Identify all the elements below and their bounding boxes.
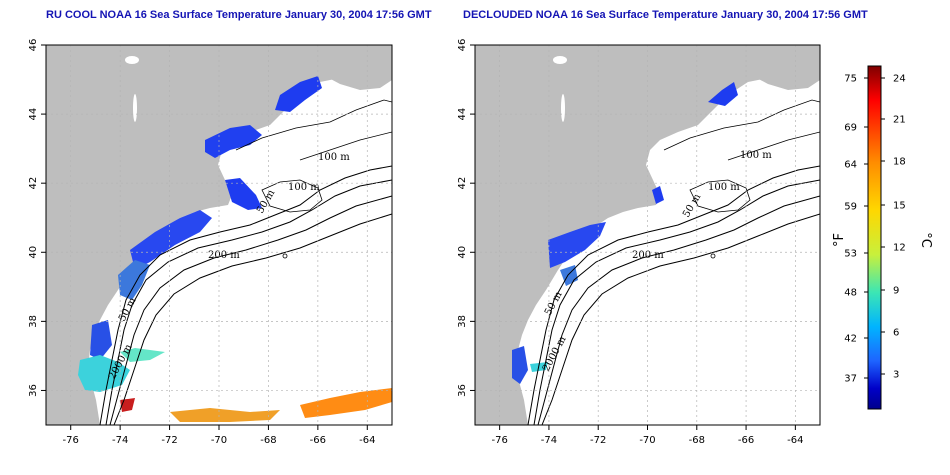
left-contour-50m xyxy=(99,165,392,425)
right-map-ytick-label: 44 xyxy=(457,108,468,121)
right-map-land-nova-scotia xyxy=(753,45,820,90)
left-map-ytick-label: 38 xyxy=(28,315,39,328)
right-contour-label-100m-south: 100 m xyxy=(708,182,740,193)
left-map-xtick-label: -72 xyxy=(161,435,177,446)
colorbar-fahrenheit-tick-label: 53 xyxy=(844,249,857,260)
right-map-ytick-label: 42 xyxy=(457,177,468,190)
right-map-xtick-label: -76 xyxy=(491,435,507,446)
right-contour-label-200m: 200 m xyxy=(632,250,664,261)
right-contour-gulf-maine-basin xyxy=(663,99,820,151)
left-sst-delmarva xyxy=(90,320,112,360)
left-sst-gulf-stream-mid xyxy=(170,408,280,422)
right-contour-100m xyxy=(533,179,820,425)
right-sst-cape-cod xyxy=(652,186,664,204)
left-map-lake xyxy=(125,56,139,64)
right-contour-scotian-shelf xyxy=(727,131,820,161)
colorbar-fahrenheit-tick-label: 75 xyxy=(844,74,857,85)
right-sst-long-island xyxy=(548,222,606,268)
left-map-xtick-label: -70 xyxy=(211,435,227,446)
left-sst-new-jersey xyxy=(118,260,150,300)
colorbar-fahrenheit-tick-label: 42 xyxy=(844,334,857,345)
left-sst-gulf-stream-east xyxy=(300,388,392,418)
right-sst-delmarva xyxy=(512,346,528,384)
right-contour-label-100m-north: 100 m xyxy=(740,150,772,161)
left-map-land xyxy=(46,45,392,425)
right-map-lake xyxy=(561,94,565,122)
colorbar: 75 69 64 59 53 48 42 37 24 21 18 15 12 9 6 3 °F °C xyxy=(832,65,933,410)
left-map-ytick-label: 44 xyxy=(28,108,39,121)
colorbar-celsius-tick-label: 3 xyxy=(893,370,899,381)
left-sst-long-island xyxy=(130,210,212,270)
right-map-panel: 100 m 100 m 50 m 200 m 50 m 2000 m -76 -7… xyxy=(457,39,821,446)
colorbar-celsius-tick-label: 12 xyxy=(893,243,906,254)
left-contour-scotian-shelf xyxy=(299,131,392,161)
right-map-grid xyxy=(475,44,820,425)
left-map-ytick-label: 46 xyxy=(28,39,39,52)
colorbar-ticks: 75 69 64 59 53 48 42 37 24 21 18 15 12 9 6 3 xyxy=(844,74,905,385)
right-map-title: DECLOUDED NOAA 16 Sea Surface Temperatur… xyxy=(463,9,868,21)
colorbar-celsius-label: °C xyxy=(918,232,933,248)
left-contour-label-200m: 200 m xyxy=(208,250,240,261)
right-map-lake xyxy=(553,56,567,64)
left-sst-cape-cod xyxy=(225,178,262,210)
colorbar-fahrenheit-tick-label: 64 xyxy=(844,160,857,171)
right-contour-2000m xyxy=(541,213,820,425)
right-sst-gulf-of-maine xyxy=(708,82,738,106)
left-map-grid xyxy=(46,44,392,425)
colorbar-fahrenheit-tick-label: 37 xyxy=(844,374,857,385)
right-map-xtick-label: -74 xyxy=(541,435,557,446)
left-contour-gulf-maine-basin xyxy=(235,99,392,151)
left-contour-label-100m-north: 100 m xyxy=(318,152,350,163)
left-map-xtick-label: -64 xyxy=(359,435,375,446)
colorbar-fahrenheit-label: °F xyxy=(832,233,847,247)
left-map-ytick-label: 36 xyxy=(28,384,39,397)
left-contour-200m xyxy=(109,195,392,425)
right-map-ytick-label: 36 xyxy=(457,384,468,397)
left-map-panel: 100 m 100 m 50 m 200 m 50 m 2000 m -76 -7… xyxy=(28,39,393,446)
left-map-xtick-label: -66 xyxy=(310,435,326,446)
right-map-xtick-label: -68 xyxy=(689,435,705,446)
colorbar-fahrenheit-tick-label: 59 xyxy=(844,202,857,213)
left-map-ytick-label: 42 xyxy=(28,177,39,190)
right-contour-georges-bank xyxy=(689,179,751,213)
right-seamount-marker xyxy=(710,253,716,259)
right-map-xtick-label: -70 xyxy=(639,435,655,446)
left-map-xtick-label: -74 xyxy=(112,435,128,446)
left-map-xtick-label: -68 xyxy=(260,435,276,446)
left-contour-georges-bank xyxy=(261,179,323,213)
colorbar-celsius-tick-label: 24 xyxy=(893,74,906,85)
left-map-title: RU COOL NOAA 16 Sea Surface Temperature … xyxy=(46,9,432,21)
left-map-land-nova-scotia xyxy=(325,45,392,90)
colorbar-scale xyxy=(867,65,882,410)
colorbar-fahrenheit-tick-label: 48 xyxy=(844,288,857,299)
left-map-axes: -76 -74 -72 -70 -68 -66 -64 36 38 40 42 44 46 xyxy=(28,39,375,446)
right-map-ytick-label: 38 xyxy=(457,315,468,328)
right-map-xtick-label: -72 xyxy=(590,435,606,446)
left-contour-label-100m-south: 100 m xyxy=(288,182,320,193)
left-map-lake xyxy=(133,94,137,122)
left-seamount-marker xyxy=(282,253,288,259)
right-map-ytick-label: 46 xyxy=(457,39,468,52)
right-contour-50m xyxy=(527,165,820,425)
colorbar-celsius-tick-label: 15 xyxy=(893,201,906,212)
left-map-ytick-label: 40 xyxy=(28,246,39,259)
colorbar-celsius-tick-label: 9 xyxy=(893,286,899,297)
left-contour-2000m xyxy=(113,213,392,425)
right-map-axes: -76 -74 -72 -70 -68 -66 -64 36 38 40 42 44 46 xyxy=(457,39,804,446)
right-map-ytick-label: 40 xyxy=(457,246,468,259)
left-sst-offshore-cool xyxy=(120,348,165,362)
right-map-xtick-label: -64 xyxy=(787,435,803,446)
colorbar-celsius-tick-label: 21 xyxy=(893,115,906,126)
colorbar-fahrenheit-tick-label: 69 xyxy=(844,123,857,134)
colorbar-celsius-tick-label: 6 xyxy=(893,328,899,339)
left-sst-gulf-of-maine xyxy=(275,76,322,112)
right-map-land xyxy=(475,45,820,425)
colorbar-celsius-tick-label: 18 xyxy=(893,157,906,168)
left-sst-bay-of-fundy xyxy=(205,125,262,158)
right-contour-200m xyxy=(537,195,820,425)
left-map-xtick-label: -76 xyxy=(63,435,79,446)
right-map-xtick-label: -66 xyxy=(738,435,754,446)
